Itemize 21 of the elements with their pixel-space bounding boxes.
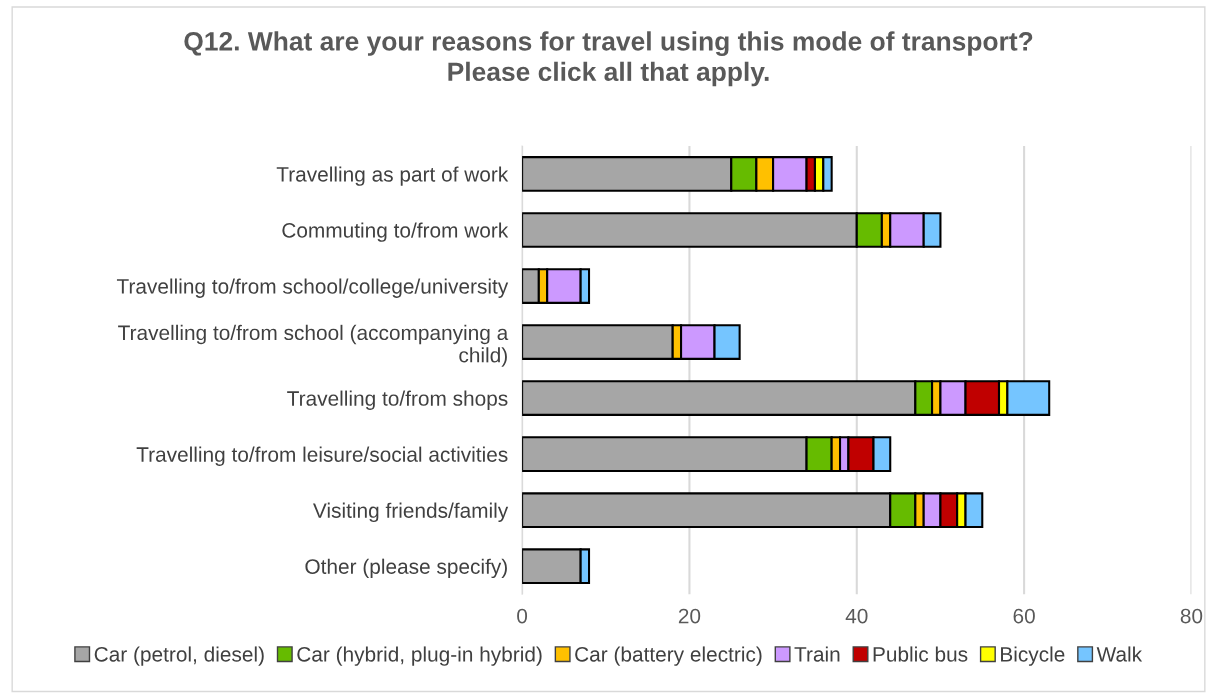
legend-label: Train	[794, 646, 840, 662]
legend-label: Bicycle	[1001, 646, 1065, 666]
y-tick-label: Travelling as part of work	[276, 166, 509, 186]
legend-label: Car (petrol, diesel)	[94, 646, 264, 666]
y-tick-label: Other (please specify)	[305, 558, 507, 579]
y-tick-label: Travelling to/from leisure/social activities	[136, 446, 508, 467]
x-tick-label: 20	[678, 608, 701, 624]
y-tick-label: Visiting friends/family	[313, 502, 509, 523]
y-tick-label: Commuting to/from work	[282, 222, 509, 242]
legend-label: Walk	[1096, 646, 1143, 662]
legend-label: Car (battery electric)	[575, 646, 762, 666]
x-tick-label: 80	[1180, 608, 1203, 624]
y-tick-label: Travelling to/from school (accompanying a child)	[118, 324, 509, 367]
x-tick-label: 0	[517, 608, 528, 624]
legend-label: Public bus	[873, 646, 968, 662]
legend-label: Car (hybrid, plug-in hybrid)	[297, 646, 542, 666]
y-tick-label: Travelling to/from school/college/university	[116, 278, 509, 298]
y-tick-label: Travelling to/from shops	[287, 390, 508, 410]
chart-title: Q12. What are your reasons for travel using this mode of transport? Please click all that apply.	[184, 31, 1033, 87]
x-tick-label: 60	[1013, 608, 1035, 624]
x-tick-label: 40	[845, 608, 868, 624]
